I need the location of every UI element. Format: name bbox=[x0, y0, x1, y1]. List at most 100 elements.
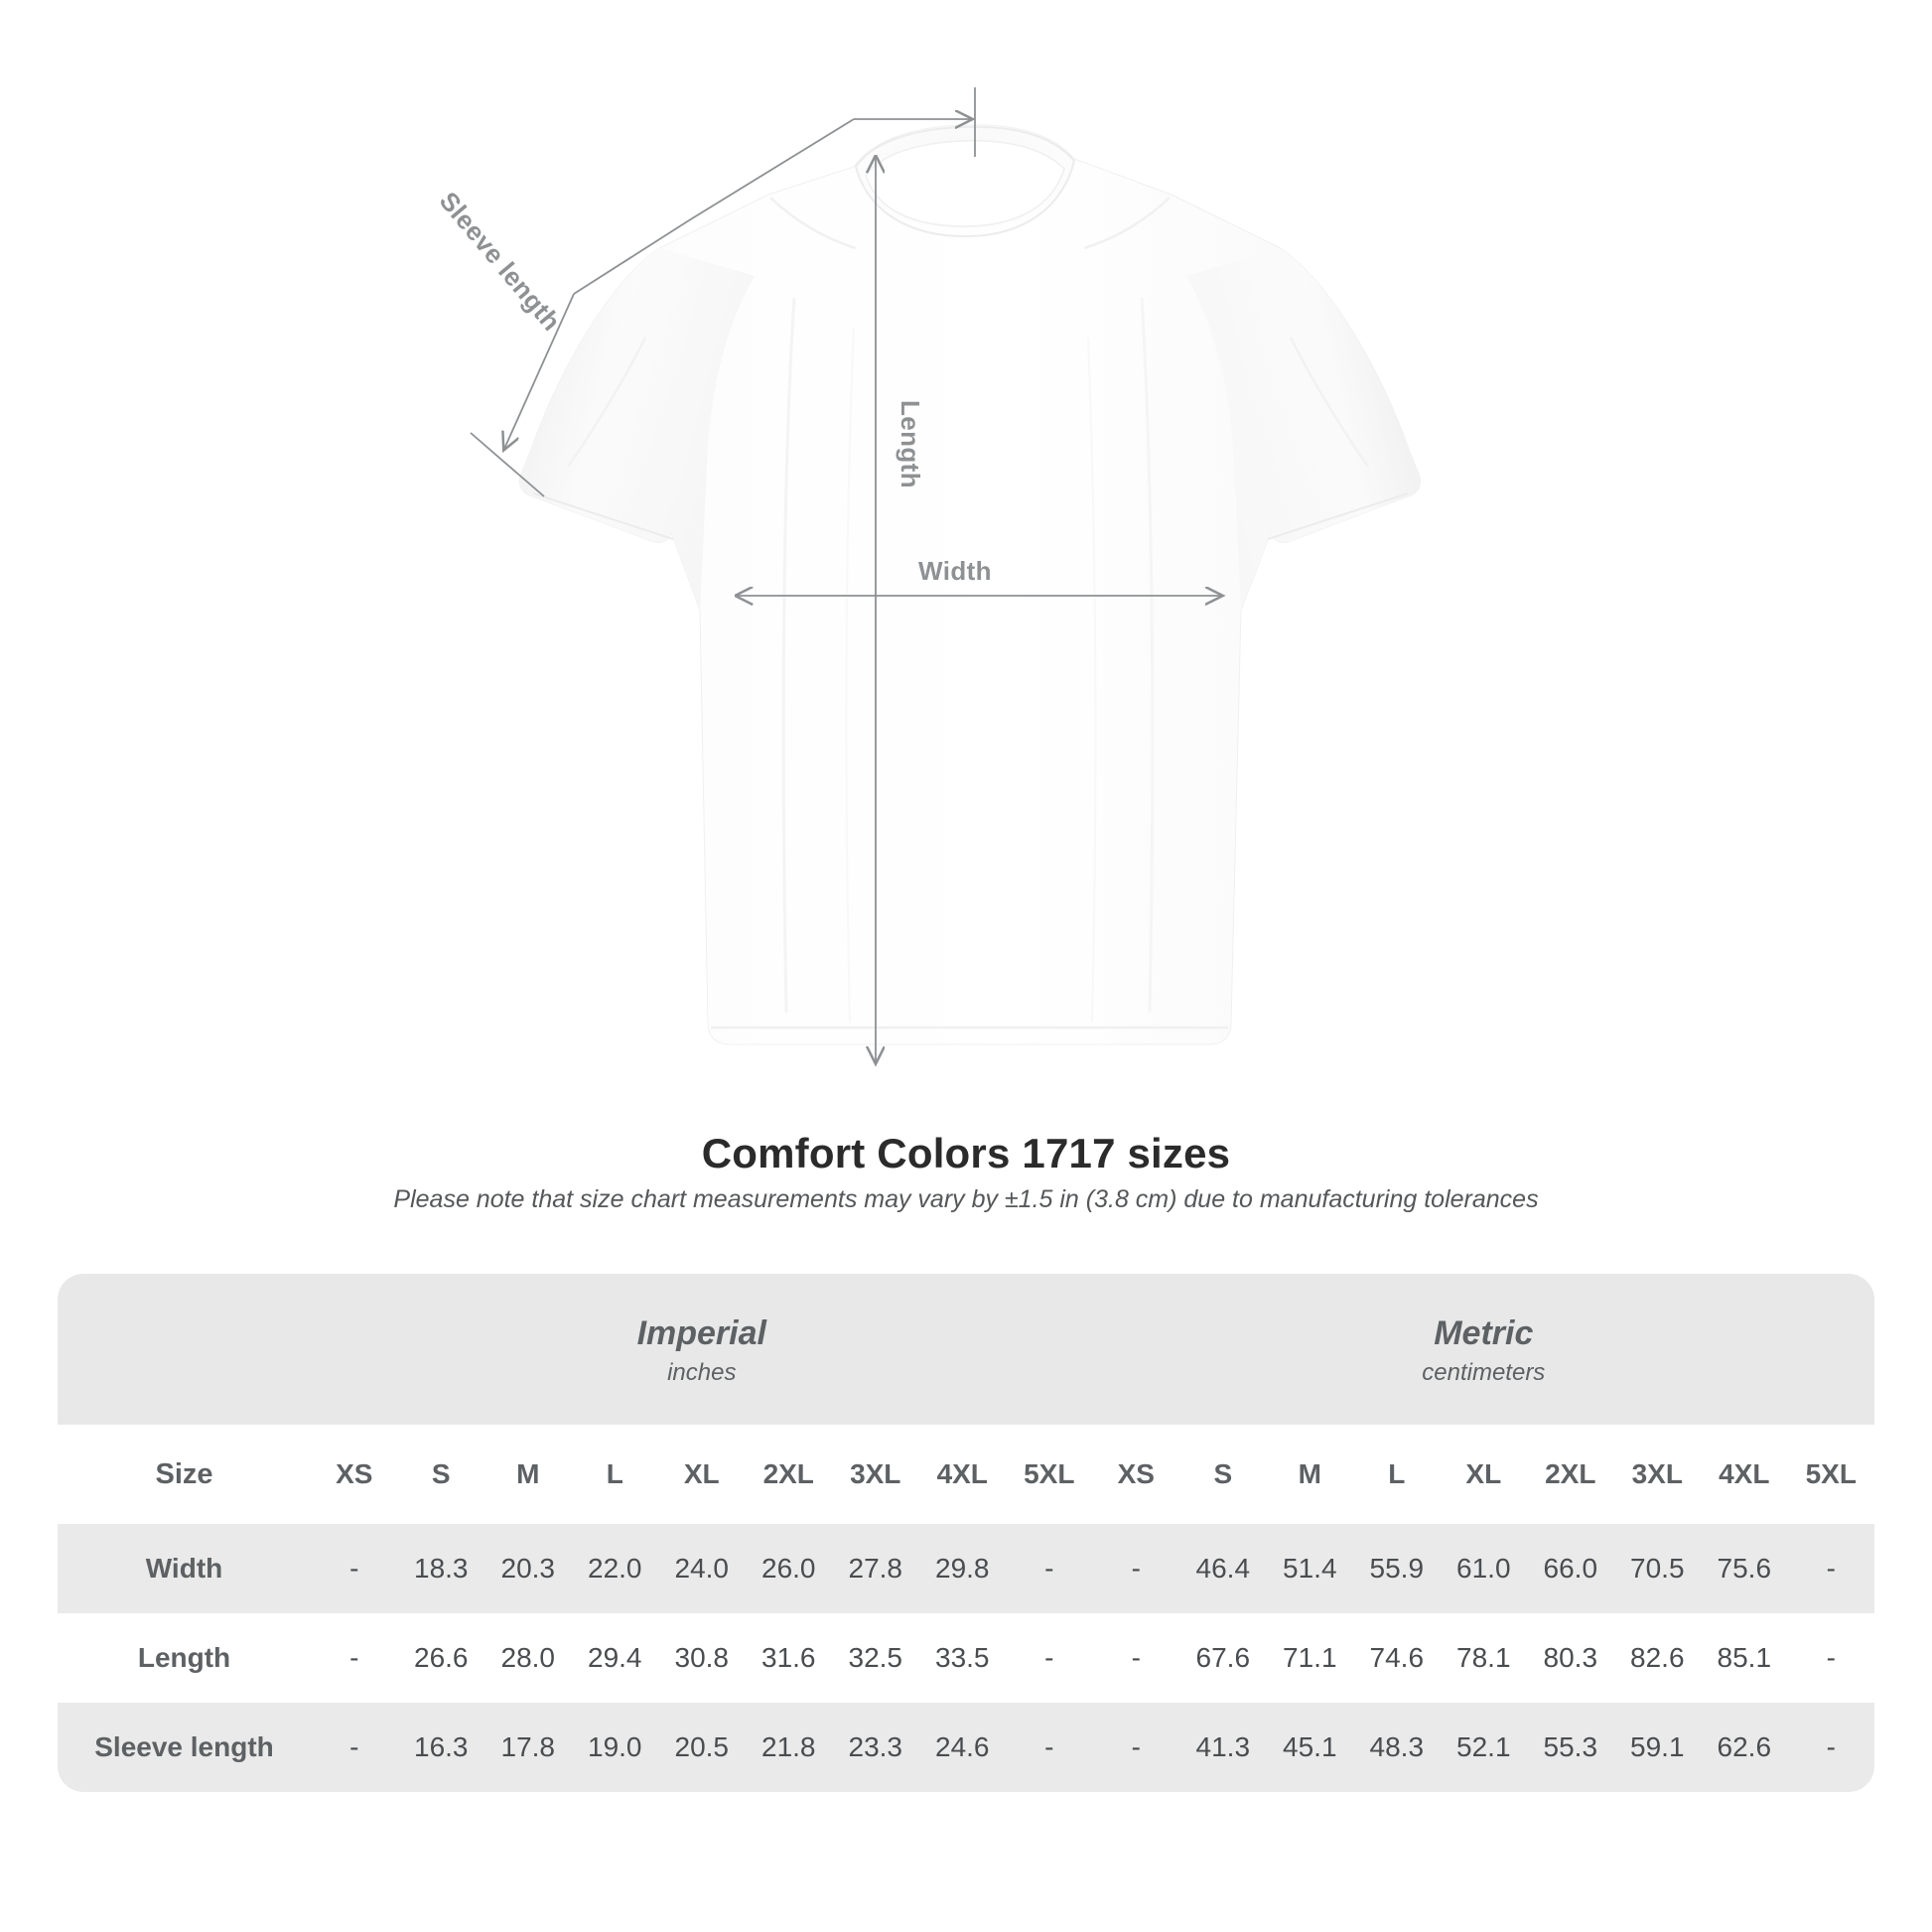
row-label-width: Width bbox=[58, 1524, 311, 1613]
cell-sleeve-imperial-5xl: - bbox=[1006, 1703, 1093, 1792]
cell-length-metric-xl: 78.1 bbox=[1440, 1613, 1528, 1703]
cell-sleeve-imperial-2xl: 21.8 bbox=[745, 1703, 832, 1792]
cell-length-metric-s: 67.6 bbox=[1179, 1613, 1267, 1703]
size-header-imperial-xl: XL bbox=[658, 1425, 746, 1524]
cell-sleeve-metric-5xl: - bbox=[1787, 1703, 1875, 1792]
cell-length-imperial-5xl: - bbox=[1006, 1613, 1093, 1703]
size-header-imperial-2xl: 2XL bbox=[745, 1425, 832, 1524]
tshirt-diagram: Sleeve length Length Width bbox=[434, 87, 1421, 1112]
unit-group-metric: Metric centimeters bbox=[1092, 1274, 1875, 1425]
cell-width-imperial-xs: - bbox=[311, 1524, 398, 1613]
size-header-label: Size bbox=[58, 1425, 311, 1524]
sleeve-hem-tick bbox=[470, 432, 545, 497]
cell-width-imperial-2xl: 26.0 bbox=[745, 1524, 832, 1613]
table-row: Length - 26.6 28.0 29.4 30.8 31.6 32.5 3… bbox=[58, 1613, 1875, 1703]
cell-length-metric-4xl: 85.1 bbox=[1701, 1613, 1788, 1703]
cell-width-imperial-l: 22.0 bbox=[571, 1524, 658, 1613]
size-header-imperial-m: M bbox=[484, 1425, 572, 1524]
cell-length-imperial-xl: 30.8 bbox=[658, 1613, 746, 1703]
cell-length-metric-5xl: - bbox=[1787, 1613, 1875, 1703]
page-title: Comfort Colors 1717 sizes bbox=[701, 1130, 1231, 1176]
cell-sleeve-metric-xl: 52.1 bbox=[1440, 1703, 1528, 1792]
row-label-sleeve-length: Sleeve length bbox=[58, 1703, 311, 1792]
cell-width-metric-2xl: 66.0 bbox=[1527, 1524, 1614, 1613]
cell-width-metric-3xl: 70.5 bbox=[1613, 1524, 1702, 1613]
cell-sleeve-imperial-3xl: 23.3 bbox=[832, 1703, 919, 1792]
cell-length-metric-3xl: 82.6 bbox=[1613, 1613, 1702, 1703]
cell-sleeve-imperial-xl: 20.5 bbox=[658, 1703, 746, 1792]
size-table-wrapper: Imperial inches Metric centimeters Size … bbox=[58, 1274, 1875, 1792]
width-label: Width bbox=[918, 556, 992, 586]
size-header-metric-xl: XL bbox=[1440, 1425, 1528, 1524]
size-header-imperial-s: S bbox=[397, 1425, 484, 1524]
cell-width-metric-xl: 61.0 bbox=[1440, 1524, 1528, 1613]
size-header-imperial-3xl: 3XL bbox=[832, 1425, 919, 1524]
cell-sleeve-imperial-l: 19.0 bbox=[571, 1703, 658, 1792]
size-header-metric-5xl: 5XL bbox=[1787, 1425, 1875, 1524]
cell-width-imperial-4xl: 29.8 bbox=[918, 1524, 1006, 1613]
size-header-imperial-xs: XS bbox=[311, 1425, 398, 1524]
cell-sleeve-imperial-m: 17.8 bbox=[484, 1703, 572, 1792]
cell-width-metric-m: 51.4 bbox=[1266, 1524, 1354, 1613]
cell-width-imperial-m: 20.3 bbox=[484, 1524, 572, 1613]
cell-width-imperial-xl: 24.0 bbox=[658, 1524, 746, 1613]
title-block: Comfort Colors 1717 sizes Please note th… bbox=[0, 1130, 1932, 1214]
unit-group-imperial-name: Imperial bbox=[636, 1314, 766, 1353]
cell-sleeve-metric-l: 48.3 bbox=[1353, 1703, 1441, 1792]
size-header-imperial-l: L bbox=[571, 1425, 658, 1524]
unit-corner-cell bbox=[58, 1274, 311, 1425]
cell-length-imperial-2xl: 31.6 bbox=[745, 1613, 832, 1703]
unit-group-metric-name: Metric bbox=[1434, 1314, 1534, 1353]
cell-length-imperial-xs: - bbox=[311, 1613, 398, 1703]
cell-sleeve-metric-m: 45.1 bbox=[1266, 1703, 1354, 1792]
table-row: Sleeve length - 16.3 17.8 19.0 20.5 21.8… bbox=[58, 1703, 1875, 1792]
cell-length-imperial-l: 29.4 bbox=[571, 1613, 658, 1703]
cell-length-metric-l: 74.6 bbox=[1353, 1613, 1441, 1703]
size-header-metric-4xl: 4XL bbox=[1701, 1425, 1788, 1524]
unit-header-row: Imperial inches Metric centimeters bbox=[58, 1274, 1875, 1425]
cell-width-metric-xs: - bbox=[1092, 1524, 1180, 1613]
cell-width-metric-s: 46.4 bbox=[1179, 1524, 1267, 1613]
unit-group-imperial: Imperial inches bbox=[311, 1274, 1093, 1425]
sleeve-length-arrow bbox=[504, 293, 575, 449]
size-header-row: Size XS S M L XL 2XL 3XL 4XL 5XL XS S M … bbox=[58, 1425, 1875, 1524]
cell-sleeve-metric-2xl: 55.3 bbox=[1527, 1703, 1614, 1792]
cell-length-imperial-s: 26.6 bbox=[397, 1613, 484, 1703]
cell-sleeve-imperial-4xl: 24.6 bbox=[918, 1703, 1006, 1792]
size-table: Imperial inches Metric centimeters Size … bbox=[58, 1274, 1875, 1792]
unit-group-imperial-sub: inches bbox=[667, 1358, 737, 1386]
size-header-metric-2xl: 2XL bbox=[1527, 1425, 1614, 1524]
size-header-metric-l: L bbox=[1353, 1425, 1441, 1524]
cell-width-imperial-3xl: 27.8 bbox=[832, 1524, 919, 1613]
tshirt-illustration bbox=[519, 124, 1421, 1045]
cell-width-imperial-s: 18.3 bbox=[397, 1524, 484, 1613]
size-header-metric-3xl: 3XL bbox=[1613, 1425, 1702, 1524]
cell-length-imperial-4xl: 33.5 bbox=[918, 1613, 1006, 1703]
size-header-imperial-5xl: 5XL bbox=[1006, 1425, 1093, 1524]
table-row: Width - 18.3 20.3 22.0 24.0 26.0 27.8 29… bbox=[58, 1524, 1875, 1613]
page-subtitle: Please note that size chart measurements… bbox=[393, 1185, 1539, 1213]
size-header-metric-xs: XS bbox=[1092, 1425, 1180, 1524]
cell-length-metric-2xl: 80.3 bbox=[1527, 1613, 1614, 1703]
cell-sleeve-metric-3xl: 59.1 bbox=[1613, 1703, 1702, 1792]
cell-width-metric-l: 55.9 bbox=[1353, 1524, 1441, 1613]
size-header-metric-m: M bbox=[1266, 1425, 1354, 1524]
cell-sleeve-metric-xs: - bbox=[1092, 1703, 1180, 1792]
cell-length-metric-xs: - bbox=[1092, 1613, 1180, 1703]
cell-width-imperial-5xl: - bbox=[1006, 1524, 1093, 1613]
size-header-imperial-4xl: 4XL bbox=[918, 1425, 1006, 1524]
cell-width-metric-4xl: 75.6 bbox=[1701, 1524, 1788, 1613]
cell-sleeve-metric-4xl: 62.6 bbox=[1701, 1703, 1788, 1792]
cell-sleeve-imperial-xs: - bbox=[311, 1703, 398, 1792]
unit-group-metric-sub: centimeters bbox=[1422, 1358, 1546, 1386]
row-label-length: Length bbox=[58, 1613, 311, 1703]
size-header-metric-s: S bbox=[1179, 1425, 1267, 1524]
length-label: Length bbox=[896, 399, 926, 489]
cell-width-metric-5xl: - bbox=[1787, 1524, 1875, 1613]
cell-length-imperial-m: 28.0 bbox=[484, 1613, 572, 1703]
cell-length-imperial-3xl: 32.5 bbox=[832, 1613, 919, 1703]
sleeve-leader bbox=[573, 118, 855, 295]
cell-sleeve-metric-s: 41.3 bbox=[1179, 1703, 1267, 1792]
cell-sleeve-imperial-s: 16.3 bbox=[397, 1703, 484, 1792]
